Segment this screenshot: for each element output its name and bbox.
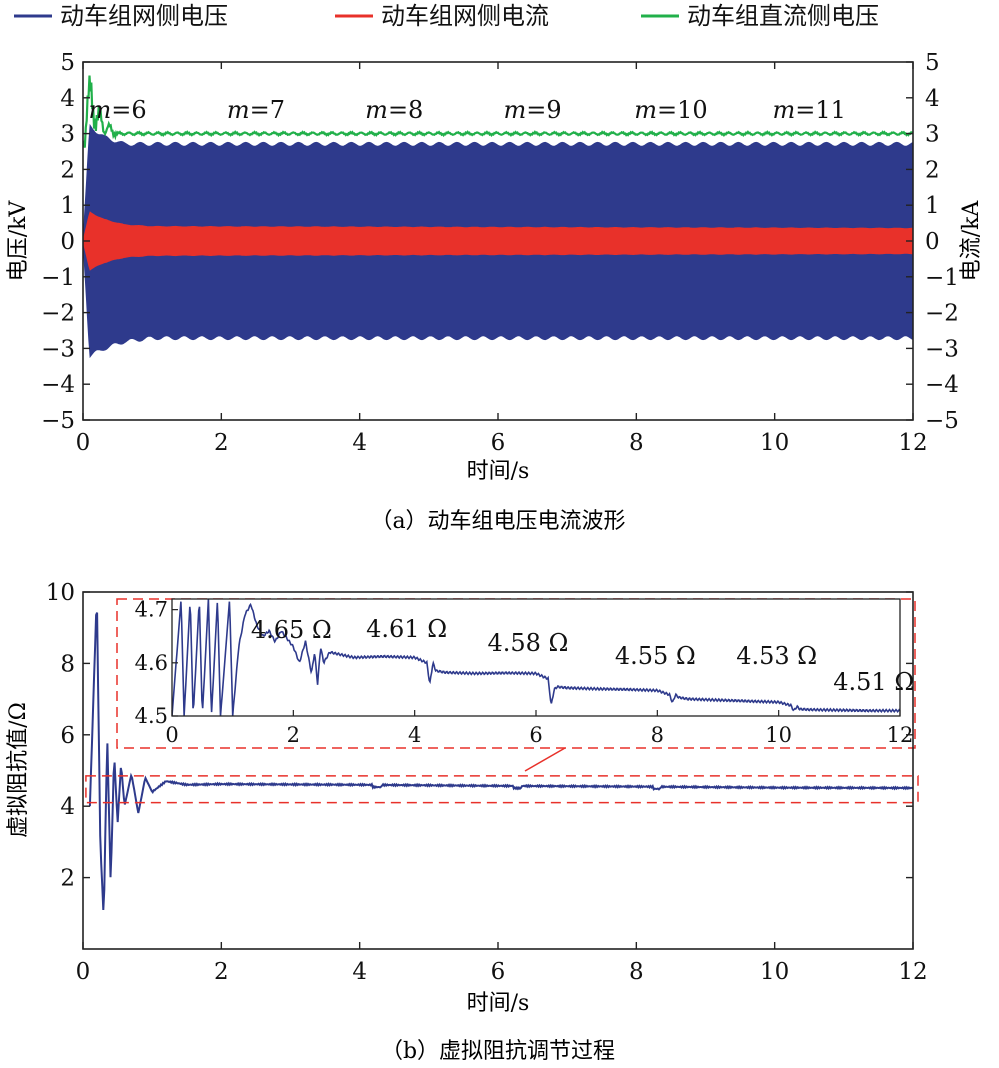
a-ytick-label-left: 3 — [60, 122, 75, 148]
legend-a: 动车组网侧电压 动车组网侧电流 动车组直流侧电压 — [14, 2, 879, 30]
inset-ytick-label: 4.7 — [135, 598, 168, 622]
a-ytick-label-right: 1 — [925, 193, 940, 219]
inset-annotation-3: 4.58 Ω — [487, 629, 568, 657]
b-ytick-label: 2 — [60, 866, 75, 892]
series-dc-voltage — [83, 75, 913, 148]
a-ytick-label-right: −4 — [925, 372, 959, 398]
a-ytick-label-left: −4 — [41, 372, 75, 398]
panel-a-series — [83, 75, 913, 359]
a-ytick-label-left: 4 — [60, 86, 75, 112]
panel-b-xlabel: 时间/s — [467, 991, 530, 1016]
inset-annotation-1: 4.65 Ω — [251, 616, 332, 644]
b-xtick-label: 0 — [76, 959, 91, 985]
a-ytick-label-right: 4 — [925, 86, 940, 112]
annotation-m-3: m=8 — [365, 96, 423, 124]
inset-series-line — [172, 599, 900, 716]
b-xtick-label: 12 — [898, 959, 927, 985]
inset-xtick-label: 6 — [529, 723, 542, 747]
b-ytick-label: 10 — [46, 580, 75, 606]
b-ytick-label: 4 — [60, 794, 75, 820]
series-grid-current — [83, 211, 913, 271]
series-virtual-impedance — [88, 612, 913, 911]
a-ytick-label-right: 5 — [925, 50, 940, 76]
b-ytick-label: 6 — [60, 723, 75, 749]
b-xtick-label: 4 — [352, 959, 367, 985]
a-ytick-label-left: 2 — [60, 157, 75, 183]
a-ytick-label-right: 2 — [925, 157, 940, 183]
panel-b: 0 2 4 6 8 10 12 10 8 6 4 2 0 2 4 6 8 10 12 4.7 4.6 4.5 4.65 … — [6, 580, 928, 1064]
b-xtick-label: 2 — [214, 959, 229, 985]
panel-a-axes: 0 2 4 6 8 10 125 54 43 32 21 10 0−1 −1−2 −2−3 −3−4 −4−5−… — [41, 50, 959, 456]
panel-b-highlight-box — [85, 775, 919, 804]
panel-a-xlabel: 时间/s — [467, 459, 530, 484]
a-ytick-label-left: −2 — [41, 301, 75, 327]
a-ytick-label-right: −1 — [925, 265, 959, 291]
legend-label-3: 动车组直流侧电压 — [687, 2, 879, 30]
a-xtick-label: 4 — [352, 430, 367, 456]
a-ytick-label-right: 0 — [925, 229, 940, 255]
inset-ytick-label: 4.6 — [135, 651, 168, 675]
a-ytick-label-left: −1 — [41, 265, 75, 291]
panel-b-ylabel: 虚拟阻抗值/Ω — [6, 702, 31, 838]
a-ytick-label-right: 3 — [925, 122, 940, 148]
inset-xtick-label: 10 — [765, 723, 792, 747]
a-xtick-label: 2 — [214, 430, 229, 456]
inset-annotation-2: 4.61 Ω — [366, 615, 447, 643]
a-xtick-label: 6 — [491, 430, 506, 456]
a-ytick-label-left: 0 — [60, 229, 75, 255]
a-ytick-label-left: 5 — [60, 50, 75, 76]
annotation-m-5: m=10 — [634, 96, 707, 124]
inset-annotation-5: 4.53 Ω — [736, 642, 817, 670]
b-xtick-label: 6 — [491, 959, 506, 985]
annotation-m-6: m=11 — [773, 96, 846, 124]
inset-annotation-4: 4.55 Ω — [615, 642, 696, 670]
inset-xtick-label: 4 — [408, 723, 421, 747]
inset-xtick-label: 2 — [287, 723, 300, 747]
inset-background — [172, 599, 900, 716]
panel-b-caption: （b）虚拟阻抗调节过程 — [381, 1039, 615, 1064]
a-ytick-label-right: −2 — [925, 301, 959, 327]
legend-label-2: 动车组网侧电流 — [381, 2, 549, 30]
a-xtick-label: 0 — [76, 430, 91, 456]
panel-b-series — [88, 612, 913, 911]
b-xtick-label: 8 — [629, 959, 644, 985]
legend-label-1: 动车组网侧电压 — [60, 2, 228, 30]
a-ytick-label-left: 1 — [60, 193, 75, 219]
inset-xtick-label: 12 — [887, 723, 914, 747]
inset-xtick-label: 8 — [651, 723, 664, 747]
inset-annotations: 4.65 Ω 4.61 Ω 4.58 Ω 4.55 Ω 4.53 Ω 4.51 Ω — [251, 615, 914, 696]
panel-a-ylabel-left: 电压/kV — [6, 200, 31, 282]
inset-ytick-label: 4.5 — [135, 704, 168, 728]
inset-dashed-box — [116, 598, 916, 749]
a-xtick-label: 8 — [629, 430, 644, 456]
inset-series — [172, 599, 900, 716]
panel-b-axes: 0 2 4 6 8 10 12 10 8 6 4 2 — [46, 580, 928, 985]
inset-connector-line — [524, 747, 566, 772]
a-ytick-label-left: −3 — [41, 336, 75, 362]
annotation-m-1: m=6 — [89, 96, 147, 124]
inset-xtick-label: 0 — [165, 723, 178, 747]
a-ytick-label-right: −5 — [925, 408, 959, 434]
panel-a-annotations: m=6 m=7 m=8 m=9 m=10 m=11 — [89, 96, 846, 124]
annotation-m-4: m=9 — [504, 96, 562, 124]
annotation-m-2: m=7 — [227, 96, 285, 124]
a-xtick-label: 12 — [898, 430, 927, 456]
b-xtick-label: 10 — [760, 959, 789, 985]
inset-axes: 0 2 4 6 8 10 12 4.7 4.6 4.5 — [135, 598, 914, 747]
panel-a-caption: （a）动车组电压电流波形 — [370, 509, 625, 534]
a-ytick-label-right: −3 — [925, 336, 959, 362]
a-ytick-label-left: −5 — [41, 408, 75, 434]
b-ytick-label: 8 — [60, 651, 75, 677]
a-xtick-label: 10 — [760, 430, 789, 456]
panel-a: m=6 m=7 m=8 m=9 m=10 m=11 0 2 4 6 8 10 125 54 43 32 21 1… — [6, 50, 984, 534]
panel-a-ylabel-right: 电流/kA — [959, 200, 984, 282]
inset-annotation-6: 4.51 Ω — [833, 668, 914, 696]
